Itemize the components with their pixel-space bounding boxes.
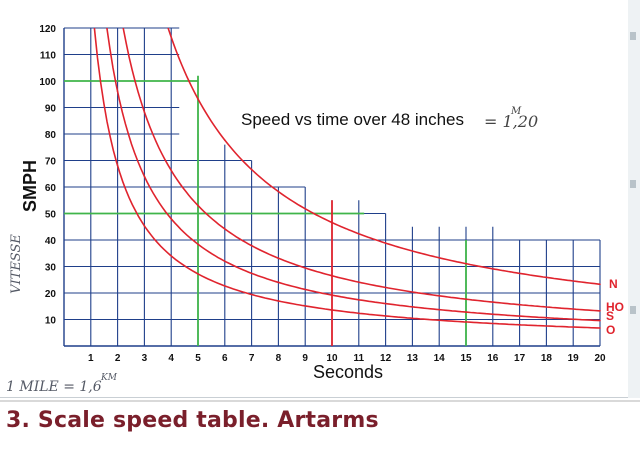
- series-label-n: N: [609, 277, 618, 291]
- curve-o: [93, 27, 601, 329]
- y-tick-label: 120: [39, 24, 56, 35]
- x-tick-label: 10: [326, 353, 338, 364]
- data-point: [143, 111, 146, 113]
- y-tick-label: 50: [45, 210, 57, 221]
- data-point: [277, 257, 280, 260]
- data-point: [599, 319, 601, 322]
- data-point: [465, 262, 467, 265]
- curve-n: [167, 27, 601, 286]
- y-tick-label: 110: [40, 51, 57, 62]
- data-point: [170, 255, 172, 257]
- x-tick-label: 13: [407, 353, 419, 364]
- y-tick-label: 100: [39, 77, 56, 88]
- x-tick-label: 5: [195, 353, 201, 364]
- data-point: [143, 225, 146, 227]
- data-point: [599, 327, 601, 329]
- x-tick-label: 3: [142, 353, 148, 364]
- data-point: [465, 311, 467, 313]
- data-point: [197, 243, 199, 246]
- chart-title: Speed vs time over 48 inches: [241, 110, 464, 129]
- data-point: [599, 309, 601, 312]
- curve-s: [106, 27, 601, 322]
- footnote-handwritten: 1 MILE = 1,6: [6, 379, 102, 395]
- x-tick-label: 11: [354, 353, 365, 364]
- chart-title-note-superscript: M: [510, 106, 522, 117]
- data-point: [197, 98, 199, 100]
- x-tick-label: 18: [541, 353, 553, 364]
- y-axis-label: SMPH: [20, 160, 40, 212]
- x-tick-label: 2: [115, 353, 121, 364]
- data-point: [197, 273, 199, 275]
- footnote-superscript: KM: [100, 373, 118, 383]
- data-point: [331, 309, 333, 311]
- data-point: [143, 175, 146, 178]
- data-point: [599, 283, 601, 286]
- x-tick-label: 14: [434, 353, 446, 364]
- data-point: [116, 165, 119, 167]
- x-tick-label: 17: [514, 353, 526, 364]
- data-point: [384, 242, 387, 244]
- data-point: [277, 300, 280, 302]
- y-tick-label: 70: [45, 157, 57, 168]
- chart-title-note: = 1,20: [484, 112, 538, 131]
- data-point: [277, 281, 280, 284]
- x-tick-label: 7: [249, 353, 255, 364]
- y-tick-label: 90: [45, 104, 57, 115]
- chart-curves: [93, 27, 601, 329]
- y-tick-label: 60: [45, 183, 57, 194]
- curve-ho: [122, 27, 601, 312]
- data-point: [224, 260, 226, 263]
- scanned-figure: [0, 0, 640, 398]
- y-tick-label: 20: [45, 289, 57, 300]
- figure-caption: 3. Scale speed table. Artarms: [6, 408, 379, 433]
- x-tick-label: 8: [276, 353, 282, 364]
- data-point: [224, 228, 226, 230]
- data-point: [224, 139, 226, 141]
- y-axis-handwritten-label: VITESSE: [9, 234, 24, 294]
- y-tick-label: 80: [45, 130, 57, 141]
- page-edge-strip: [628, 0, 640, 398]
- data-point: [465, 298, 467, 300]
- x-tick-label: 16: [487, 353, 499, 364]
- data-point: [116, 90, 119, 93]
- y-tick-label: 10: [45, 316, 57, 327]
- data-point: [331, 274, 333, 277]
- data-point: [250, 168, 253, 171]
- caption-divider: [0, 400, 640, 402]
- data-point: [465, 321, 467, 323]
- x-tick-label: 20: [594, 353, 606, 364]
- x-tick-label: 9: [302, 353, 308, 364]
- y-tick-label: 30: [45, 263, 57, 274]
- series-label-s: S: [606, 309, 614, 323]
- series-label-o: O: [606, 323, 615, 337]
- x-tick-label: 15: [460, 353, 472, 364]
- data-point: [170, 218, 172, 220]
- series-label-ho: HO: [606, 300, 624, 314]
- data-point: [331, 221, 333, 224]
- data-point: [331, 294, 333, 296]
- y-tick-label: 40: [45, 236, 57, 247]
- data-point: [224, 285, 226, 287]
- x-axis-label: Seconds: [313, 362, 383, 382]
- x-tick-label: 6: [222, 353, 228, 364]
- data-point: [170, 169, 172, 172]
- x-tick-label: 4: [168, 353, 174, 364]
- x-tick-label: 19: [568, 353, 580, 364]
- chart-tick-labels: 1 2 3 4 5 6 7 8 9 10 11 12 13 14 15 16 17 18 19 20102030405…: [39, 24, 624, 364]
- x-tick-label: 12: [380, 353, 392, 364]
- data-point: [170, 36, 172, 39]
- speed-chart: 1 2 3 4 5 6 7 8 9 10 11 12 13 14 15 16 17 18 19 20102030405…: [6, 24, 624, 395]
- x-tick-label: 1: [88, 353, 94, 364]
- data-point: [277, 190, 280, 193]
- data-point: [197, 204, 199, 207]
